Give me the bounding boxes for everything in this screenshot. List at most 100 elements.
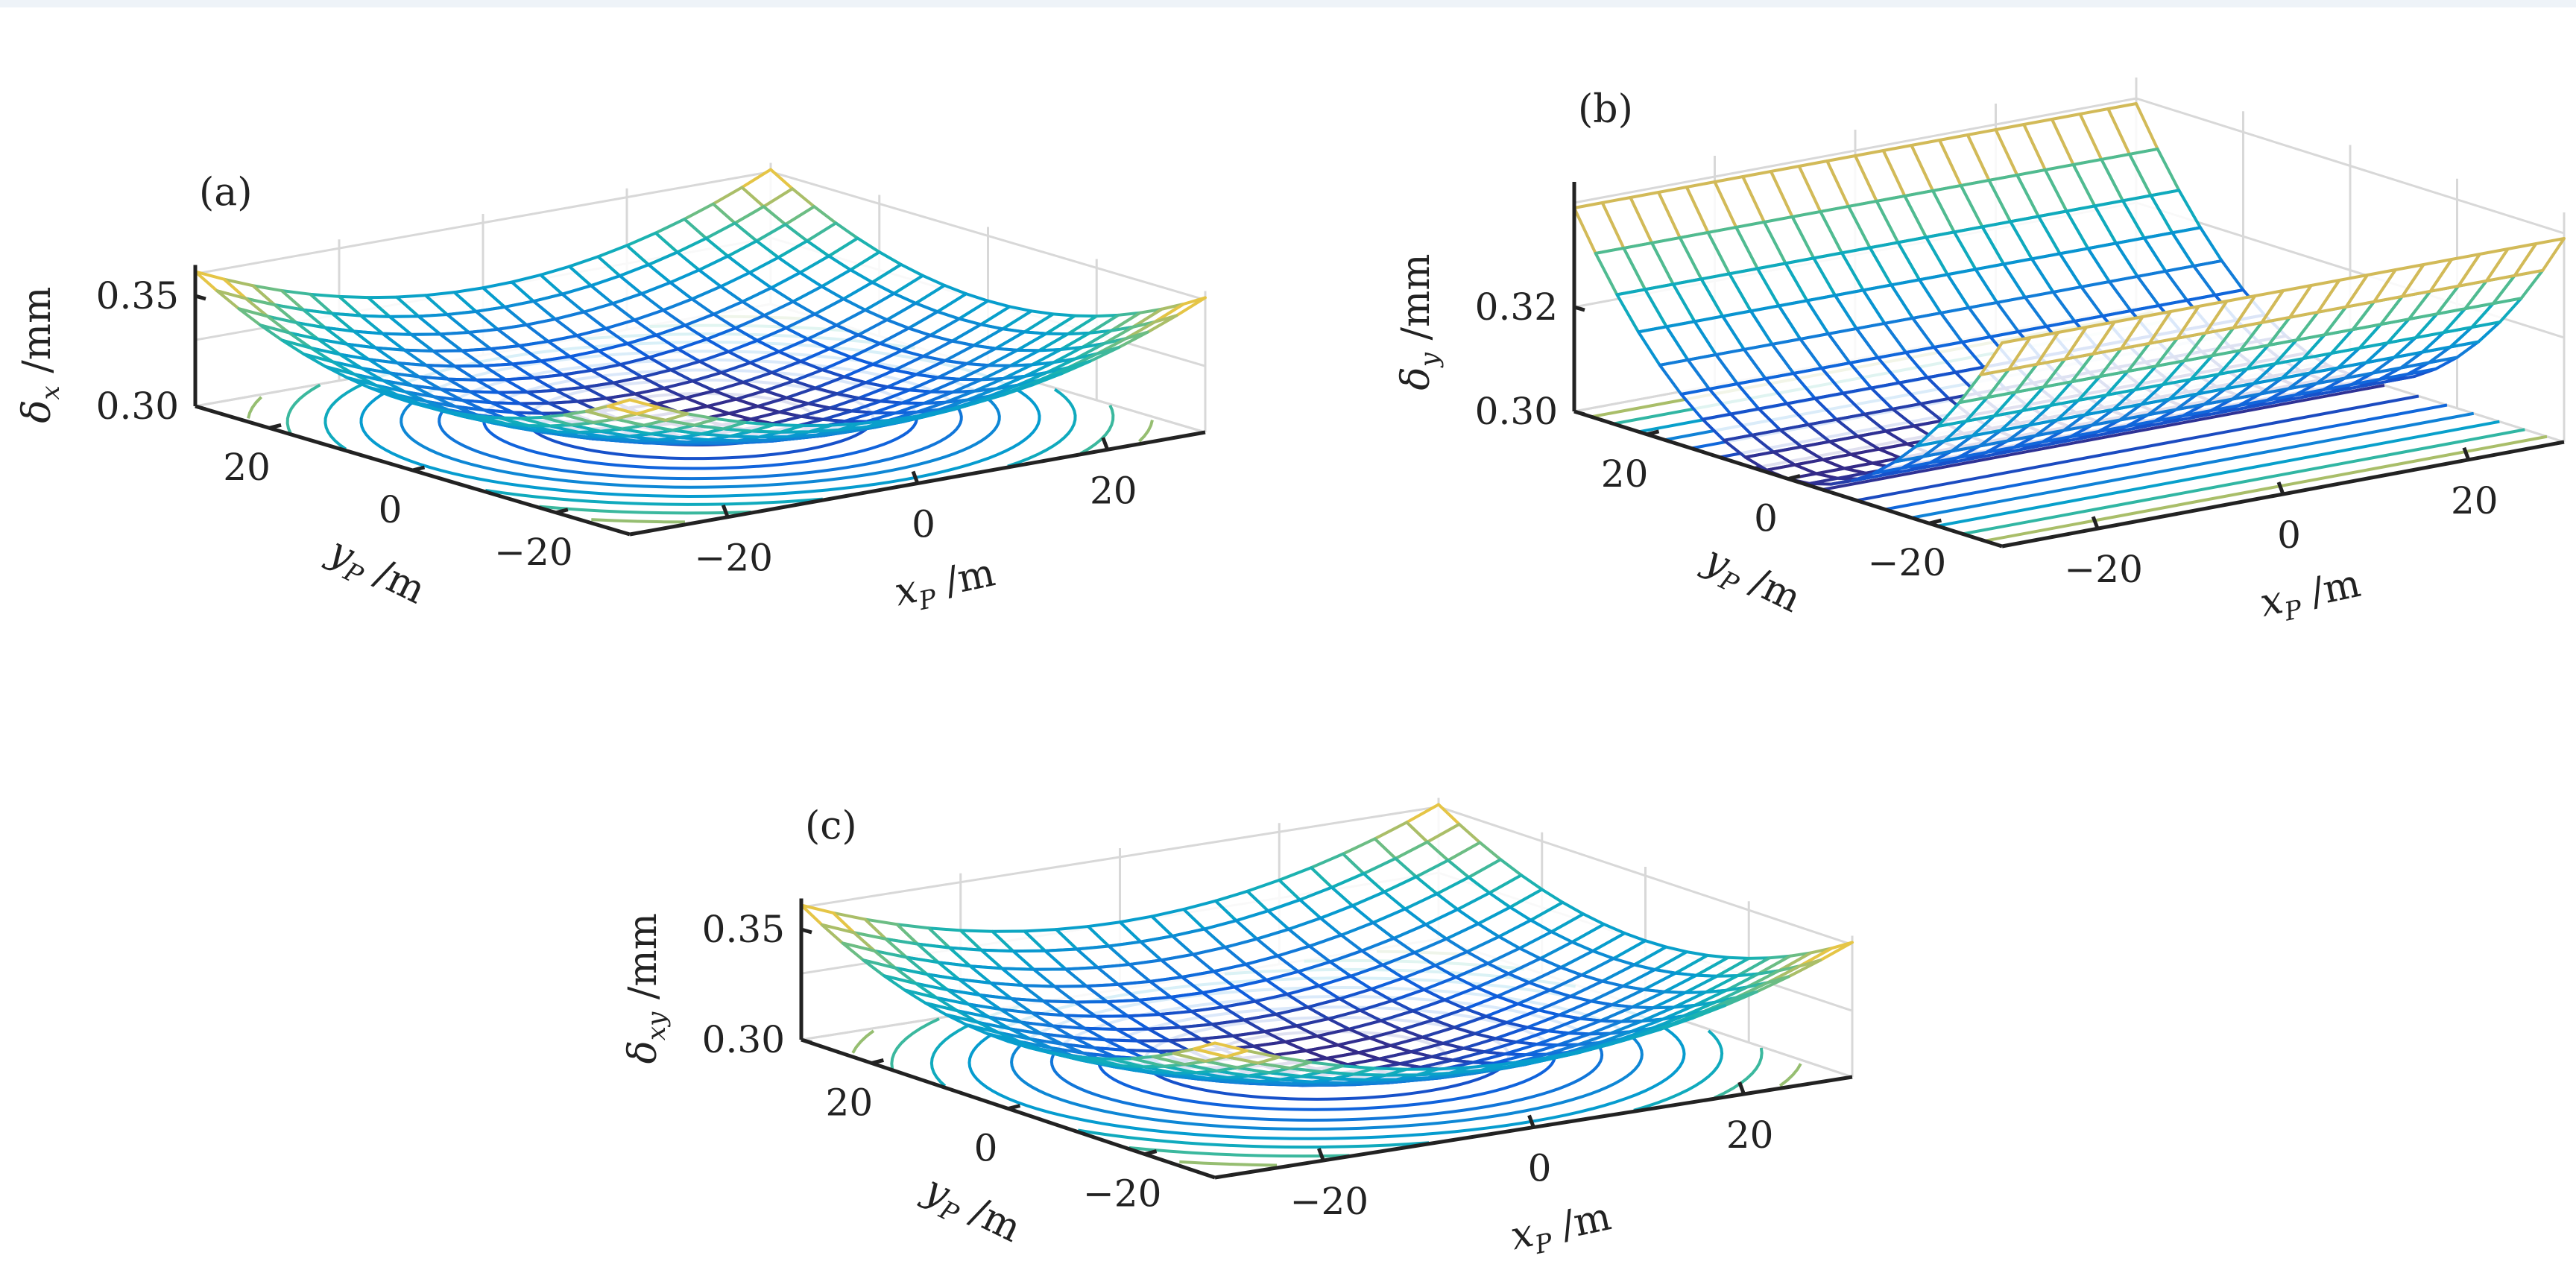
x-tick (1527, 1114, 1535, 1128)
y-tick-label: 0 (379, 488, 402, 531)
z-axis-title: δy /mm (1394, 253, 1445, 390)
x-axis-title: xP /m (891, 550, 1000, 621)
contour-line (1137, 420, 1154, 443)
z-axis-title: δxy /mm (621, 913, 672, 1064)
y-tick-label: 0 (1754, 497, 1778, 540)
contour-line (1984, 435, 2548, 543)
x-tick-label: 20 (1090, 469, 1137, 512)
z-tick (195, 294, 206, 301)
y-axis-title: yP /m (914, 1166, 1029, 1257)
surface-patch (1979, 336, 2032, 376)
contour-line (1778, 1063, 1802, 1087)
x-tick-label: 20 (1726, 1113, 1774, 1157)
y-axis-title-unit: /m (357, 546, 432, 613)
x-axis-title-unit: /m (929, 550, 999, 607)
y-tick-label: 20 (223, 446, 271, 489)
y-tick (1928, 518, 1942, 525)
contour-line (591, 518, 685, 524)
z-tick-label: 0.30 (702, 1018, 785, 1061)
y-axis-title-unit: /m (953, 1184, 1028, 1251)
contour-line (1856, 394, 2419, 502)
contour-line (890, 1017, 940, 1070)
x-tick-label: 0 (2277, 514, 2301, 557)
y-axis-title: yP /m (1693, 537, 1808, 627)
z-tick (195, 404, 206, 411)
z-tick-label: 0.35 (96, 274, 179, 318)
x-tick (721, 504, 730, 518)
y-tick-label: −20 (494, 531, 573, 574)
z-axis-title-symbol: δ (1394, 367, 1439, 390)
contour-line (1884, 403, 2448, 511)
y-tick (1646, 429, 1660, 437)
contour-line (1079, 405, 1115, 455)
z-axis-title-subscript: y (1415, 352, 1445, 368)
contour-line (1936, 420, 2500, 528)
z-tick (1573, 409, 1585, 417)
z-axis-title-unit: /mm (621, 913, 666, 1012)
y-axis-title-unit: /m (1732, 554, 1808, 621)
contour-line (1077, 1128, 1430, 1149)
x-axis-title: xP /m (1506, 1194, 1616, 1265)
x-axis-title: xP /m (2256, 561, 2366, 632)
z-tick (801, 1037, 812, 1045)
y-tick-label: 20 (1601, 452, 1649, 496)
chart-panel-1: 0.30 0.35 20 0 −20 −20 0 20 (a) δx /mm yP /m xP /m (15, 162, 1207, 621)
contour-line (539, 505, 751, 515)
surface-patch (606, 398, 660, 416)
x-tick-label: 0 (1528, 1147, 1552, 1190)
x-axis-title-unit: /m (2294, 561, 2364, 618)
z-axis-title: δx /mm (15, 287, 66, 423)
z-axis-title-symbol: δ (15, 399, 60, 423)
y-tick (871, 1058, 884, 1065)
y-tick-label: −20 (1083, 1172, 1162, 1216)
contour-line (285, 383, 321, 434)
x-tick (911, 470, 920, 484)
x-tick-label: −20 (694, 537, 773, 580)
contour-line (1179, 1160, 1278, 1167)
chart-panel-3: 0.30 0.35 20 0 −20 −20 0 20 (c) δxy /mm yP /m xP /m (621, 797, 1854, 1265)
x-tick (2091, 516, 2100, 530)
z-tick-label: 0.32 (1475, 285, 1558, 329)
x-tick (1737, 1081, 1746, 1095)
z-tick-label: 0.30 (96, 385, 179, 428)
x-tick-label: −20 (1290, 1180, 1369, 1223)
grid-line (1573, 97, 2565, 235)
y-tick-label: 0 (974, 1127, 998, 1170)
z-axis-title-subscript: xy (642, 1011, 672, 1040)
z-tick-label: 0.35 (702, 908, 785, 951)
y-axis-title: yP /m (318, 528, 433, 618)
chart-panel-2: 0.30 0.32 20 0 −20 −20 0 20 (b) δy /mm yP /m xP /m (1394, 78, 2566, 632)
x-tick (1101, 437, 1110, 451)
x-tick-label: 20 (2451, 479, 2498, 522)
contour-line (1962, 428, 2525, 536)
contour-line (1007, 388, 1077, 468)
contour-line (1128, 1146, 1350, 1158)
top-rule (0, 0, 2576, 7)
x-tick (1317, 1148, 1325, 1161)
y-tick (1787, 474, 1801, 481)
contour-line (851, 1029, 875, 1054)
z-tick (801, 927, 812, 935)
contour-line (1714, 1047, 1764, 1099)
contour-line (1911, 411, 2475, 519)
x-tick-label: 0 (912, 503, 935, 546)
y-tick (268, 423, 282, 430)
y-tick (411, 465, 426, 473)
z-axis-title-subscript: x (36, 385, 66, 399)
panel-label: (b) (1578, 87, 1633, 132)
panel-label: (a) (199, 171, 253, 215)
contour-line (485, 488, 823, 506)
z-axis-title-unit: /mm (15, 287, 60, 386)
x-axis-title-unit: /m (1544, 1194, 1614, 1251)
z-tick-label: 0.30 (1475, 390, 1558, 433)
y-tick (1007, 1104, 1021, 1111)
x-tick (2462, 446, 2471, 461)
z-tick (1573, 305, 1585, 312)
y-tick (1144, 1149, 1158, 1156)
contour-line (1633, 1029, 1724, 1112)
z-axis-title-symbol: δ (621, 1040, 666, 1064)
panel-label: (c) (805, 804, 857, 849)
y-tick-label: −20 (1868, 541, 1947, 584)
y-tick-label: 20 (826, 1081, 874, 1124)
